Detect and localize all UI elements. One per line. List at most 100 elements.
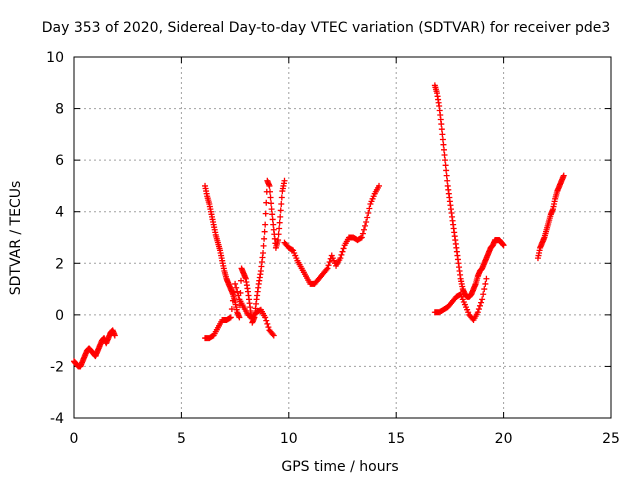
- data-point: [363, 219, 370, 226]
- data-point: [364, 214, 371, 221]
- data-point: [483, 275, 490, 282]
- data-point: [281, 177, 288, 184]
- data-point: [260, 249, 267, 256]
- data-point: [340, 245, 347, 252]
- grid: [74, 57, 611, 418]
- data-points: [71, 82, 567, 370]
- data-point: [475, 306, 482, 313]
- data-point: [262, 210, 269, 217]
- data-point: [560, 172, 567, 179]
- x-tick-label: 5: [177, 431, 186, 447]
- data-point: [260, 242, 267, 249]
- data-point: [482, 280, 489, 287]
- data-point: [442, 162, 449, 169]
- data-point: [270, 332, 277, 339]
- data-point: [326, 258, 333, 265]
- data-point: [338, 251, 345, 258]
- y-tick-label: 2: [55, 256, 64, 272]
- data-point: [476, 302, 483, 309]
- data-point: [277, 207, 284, 214]
- y-tick-label: -4: [50, 411, 64, 427]
- y-tick-label: 0: [55, 308, 64, 324]
- data-point: [438, 121, 445, 128]
- data-point: [233, 284, 240, 291]
- data-point: [324, 265, 331, 272]
- data-point: [277, 213, 284, 220]
- data-point: [275, 231, 282, 238]
- data-point: [444, 177, 451, 184]
- y-axis-label: SDTVAR / TECUs: [8, 181, 24, 296]
- data-point: [238, 277, 245, 284]
- data-point: [339, 248, 346, 255]
- axis-ticks: 0 5 10 15 20 25 -4 -2 0 2 4 6 8 10: [46, 50, 620, 447]
- data-point: [267, 194, 274, 201]
- y-tick-label: 10: [46, 50, 64, 66]
- data-point: [227, 314, 234, 321]
- y-tick-label: 8: [55, 102, 64, 118]
- data-point: [269, 211, 276, 218]
- data-point: [262, 314, 269, 321]
- data-point: [268, 200, 275, 207]
- data-point: [474, 309, 481, 316]
- data-point: [359, 230, 366, 237]
- data-point: [441, 151, 448, 158]
- data-point: [366, 205, 373, 212]
- data-point: [261, 235, 268, 242]
- chart-title: Day 353 of 2020, Sidereal Day-to-day VTE…: [42, 20, 611, 36]
- data-point: [479, 296, 486, 303]
- data-point: [439, 136, 446, 143]
- x-tick-label: 20: [495, 431, 513, 447]
- y-tick-label: 6: [55, 153, 64, 169]
- data-point: [229, 297, 236, 304]
- data-point: [270, 221, 277, 228]
- data-point: [438, 126, 445, 133]
- data-point: [264, 320, 271, 327]
- data-point: [325, 262, 332, 269]
- data-point: [478, 299, 485, 306]
- data-point: [262, 221, 269, 228]
- data-point: [275, 237, 282, 244]
- data-point: [500, 242, 507, 249]
- data-point: [236, 314, 243, 321]
- data-point: [323, 266, 330, 273]
- data-point: [337, 255, 344, 262]
- x-axis-label: GPS time / hours: [281, 459, 398, 475]
- data-point: [358, 234, 365, 241]
- data-point: [268, 206, 275, 213]
- data-point: [228, 306, 235, 313]
- data-point: [481, 286, 488, 293]
- data-point: [376, 182, 383, 189]
- x-tick-label: 25: [602, 431, 620, 447]
- data-point: [269, 331, 276, 338]
- data-point: [362, 222, 369, 229]
- data-point: [480, 291, 487, 298]
- x-tick-label: 15: [387, 431, 405, 447]
- data-point: [269, 216, 276, 223]
- data-point: [261, 228, 268, 235]
- data-point: [365, 210, 372, 217]
- data-point: [443, 172, 450, 179]
- data-point: [232, 280, 239, 287]
- data-point: [439, 131, 446, 138]
- data-point: [276, 219, 283, 226]
- data-point: [234, 288, 241, 295]
- data-point: [278, 200, 285, 207]
- data-point: [360, 226, 367, 233]
- data-point: [440, 141, 447, 148]
- x-tick-label: 10: [280, 431, 298, 447]
- data-point: [278, 194, 285, 201]
- data-point: [263, 317, 270, 324]
- data-point: [111, 332, 118, 339]
- data-point: [265, 324, 272, 331]
- data-point: [440, 146, 447, 153]
- x-tick-label: 0: [70, 431, 79, 447]
- data-point: [443, 167, 450, 174]
- data-point: [442, 157, 449, 164]
- y-tick-label: 4: [55, 205, 64, 221]
- data-point: [266, 182, 273, 189]
- plot-frame: [73, 56, 612, 419]
- data-point: [267, 188, 274, 195]
- y-tick-label: -2: [50, 359, 64, 375]
- data-point: [235, 292, 242, 299]
